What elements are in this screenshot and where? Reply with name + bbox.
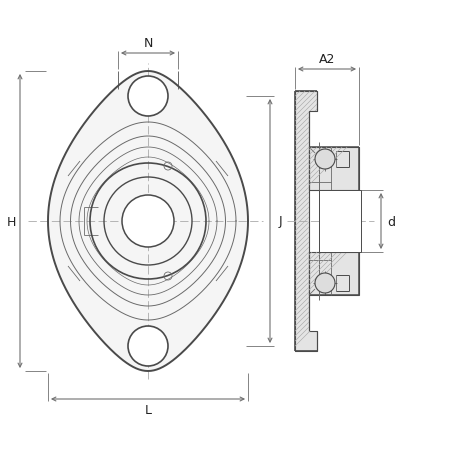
Polygon shape [308,252,358,295]
Polygon shape [294,92,316,351]
Text: J: J [278,215,281,228]
Text: d: d [386,215,394,228]
Polygon shape [308,148,358,190]
Text: N: N [143,36,152,50]
Text: L: L [144,403,151,417]
Circle shape [128,77,168,117]
Circle shape [128,326,168,366]
Polygon shape [48,72,247,371]
Bar [318,190,360,252]
Circle shape [314,274,334,293]
Circle shape [122,196,174,247]
Text: H: H [6,215,16,228]
Circle shape [314,150,334,170]
Text: A2: A2 [318,52,335,65]
